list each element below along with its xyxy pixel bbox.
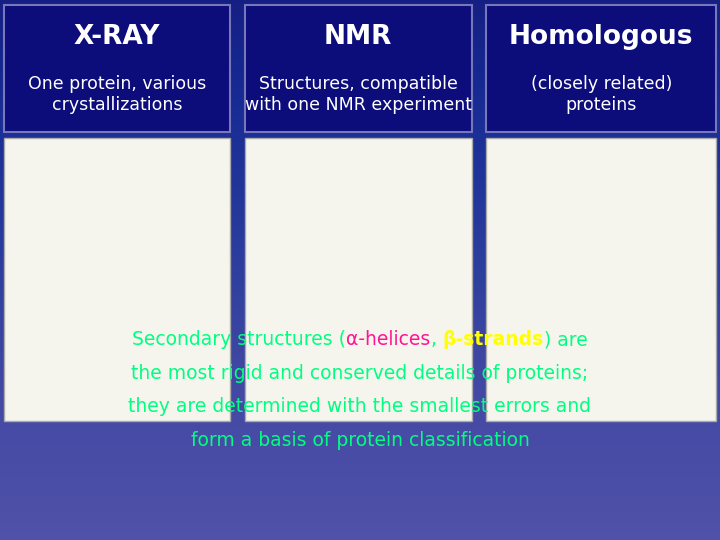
Text: Homologous: Homologous [509, 24, 693, 50]
Text: the most rigid and conserved details of proteins;: the most rigid and conserved details of … [131, 363, 589, 383]
Text: α-helices: α-helices [346, 330, 431, 349]
FancyBboxPatch shape [245, 138, 472, 421]
Text: ,: , [431, 330, 443, 349]
Text: One protein, various
crystallizations: One protein, various crystallizations [28, 75, 206, 113]
FancyBboxPatch shape [4, 138, 230, 421]
FancyBboxPatch shape [486, 5, 716, 132]
Text: X-RAY: X-RAY [73, 24, 161, 50]
Text: Secondary structures (: Secondary structures ( [132, 330, 346, 349]
FancyBboxPatch shape [245, 5, 472, 132]
FancyBboxPatch shape [4, 5, 230, 132]
Text: β-strands: β-strands [443, 330, 544, 349]
Text: (closely related)
proteins: (closely related) proteins [531, 75, 672, 113]
FancyBboxPatch shape [486, 138, 716, 421]
Text: they are determined with the smallest errors and: they are determined with the smallest er… [128, 397, 592, 416]
Text: Structures, compatible
with one NMR experiment: Structures, compatible with one NMR expe… [245, 75, 472, 113]
Text: NMR: NMR [324, 24, 392, 50]
Text: form a basis of protein classification: form a basis of protein classification [191, 430, 529, 450]
Text: ) are: ) are [544, 330, 588, 349]
